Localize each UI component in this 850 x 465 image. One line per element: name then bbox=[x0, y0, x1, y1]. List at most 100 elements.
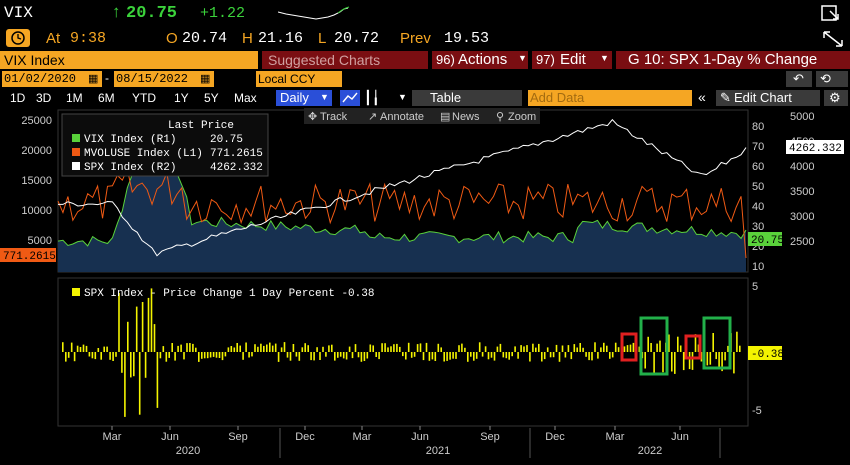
change-bar bbox=[79, 347, 82, 352]
security-name: VIX Index bbox=[4, 52, 65, 68]
left-axis-tick: 15000 bbox=[21, 175, 52, 187]
annotate-icon[interactable]: ↗ bbox=[368, 111, 377, 123]
edit-chart-button[interactable]: ✎ Edit Chart bbox=[716, 90, 820, 106]
change-bar bbox=[538, 343, 540, 352]
vix-area bbox=[58, 135, 746, 272]
gear-icon[interactable]: ⚙ bbox=[824, 90, 848, 106]
change-bar bbox=[153, 324, 156, 352]
end-date-field[interactable]: 08/15/2022 ▦ bbox=[114, 71, 214, 87]
change-bar bbox=[65, 352, 67, 362]
r1-axis-tick: 70 bbox=[752, 141, 764, 153]
change-bar bbox=[511, 352, 513, 357]
period-ytd[interactable]: YTD bbox=[132, 91, 156, 105]
change-bar bbox=[694, 334, 697, 352]
month-label: Mar bbox=[606, 431, 625, 443]
change-bar bbox=[496, 346, 499, 352]
track-icon[interactable]: ✥ bbox=[308, 111, 317, 123]
change-bar bbox=[325, 352, 327, 357]
change-bar bbox=[295, 352, 298, 357]
change-bar bbox=[611, 352, 614, 358]
change-bar bbox=[162, 346, 165, 352]
tool-annotate[interactable]: Annotate bbox=[380, 111, 424, 123]
change-bar bbox=[475, 352, 478, 359]
undo-button[interactable]: ↶ bbox=[786, 71, 812, 87]
change-bar bbox=[555, 344, 558, 352]
zoom-icon[interactable]: ⚲ bbox=[496, 111, 504, 123]
change-bar bbox=[422, 352, 425, 361]
toolbar: VIX Index Suggested Charts 96) Actions ▼… bbox=[0, 50, 850, 70]
period-5y[interactable]: 5Y bbox=[204, 91, 219, 105]
collapse-icon[interactable]: « bbox=[698, 89, 706, 105]
high-label: H bbox=[242, 30, 253, 47]
change-bar bbox=[141, 302, 144, 352]
calendar-icon[interactable]: ▦ bbox=[88, 73, 99, 85]
actions-menu[interactable]: 96) Actions ▼ bbox=[432, 51, 528, 69]
start-date-field[interactable]: 01/02/2020 ▦ bbox=[2, 71, 102, 87]
edit-menu[interactable]: 97) Edit ▼ bbox=[532, 51, 612, 69]
change-bar bbox=[70, 342, 73, 352]
period-max[interactable]: Max bbox=[234, 91, 257, 105]
change-bar bbox=[85, 345, 88, 352]
frequency-select[interactable]: Daily ▼ bbox=[276, 90, 332, 106]
currency-select[interactable]: Local CCY bbox=[256, 71, 342, 87]
legend-box bbox=[61, 113, 269, 177]
change-bar bbox=[594, 342, 596, 352]
change-bar bbox=[715, 352, 717, 360]
change-bar bbox=[609, 352, 611, 359]
change-bar bbox=[600, 347, 602, 352]
change-bar bbox=[109, 352, 111, 360]
change-bar bbox=[490, 352, 493, 358]
change-bar bbox=[94, 352, 97, 360]
legend-label-spx: SPX Index (R2) bbox=[84, 162, 176, 174]
chart-svg[interactable]: 2500020000150001000050008070605040302010… bbox=[0, 108, 850, 460]
line-chart-icon[interactable] bbox=[340, 90, 360, 106]
change-bar bbox=[168, 352, 170, 358]
news-icon[interactable]: ▤ bbox=[440, 111, 450, 123]
period-6m[interactable]: 6M bbox=[98, 91, 115, 105]
add-data-input[interactable]: Add Data bbox=[528, 90, 692, 106]
change-bar bbox=[82, 344, 85, 352]
tool-news[interactable]: News bbox=[452, 111, 480, 123]
download-icon[interactable] bbox=[820, 4, 842, 22]
period-3d[interactable]: 3D bbox=[36, 91, 52, 105]
change-bar bbox=[165, 352, 168, 362]
tool-zoom[interactable]: Zoom bbox=[508, 111, 536, 123]
calendar-icon[interactable]: ▦ bbox=[200, 73, 211, 85]
date-range-bar: 01/02/2020 ▦ - 08/15/2022 ▦ Local CCY ↶ … bbox=[0, 70, 850, 88]
change-bar bbox=[334, 352, 336, 361]
month-label: Jun bbox=[671, 431, 689, 443]
change-bar bbox=[461, 343, 463, 352]
up-arrow-icon: ↑ bbox=[112, 2, 121, 21]
change-bar bbox=[405, 352, 407, 360]
prev-value: 19.53 bbox=[444, 30, 490, 47]
expand-icon[interactable] bbox=[822, 30, 844, 48]
change-bar bbox=[532, 343, 534, 352]
suggested-charts-button[interactable]: Suggested Charts bbox=[262, 51, 428, 69]
change-bar bbox=[603, 342, 605, 352]
period-1y[interactable]: 1Y bbox=[174, 91, 189, 105]
table-button[interactable]: Table bbox=[412, 90, 522, 106]
security-field[interactable]: VIX Index bbox=[0, 51, 258, 69]
period-1d[interactable]: 1D bbox=[10, 91, 26, 105]
change-bar bbox=[623, 346, 626, 352]
chevron-down-icon[interactable]: ▼ bbox=[398, 92, 407, 102]
change-bar bbox=[384, 343, 386, 352]
month-label: Jun bbox=[411, 431, 429, 443]
change-bar bbox=[215, 352, 218, 358]
chart-area[interactable]: 25000 20000 15000 10000 5000 80 70 60 50 40 30 20 10… bbox=[0, 108, 850, 460]
tool-track[interactable]: Track bbox=[320, 111, 348, 123]
change-bar bbox=[331, 344, 333, 352]
change-bar bbox=[375, 352, 377, 357]
r1-axis-tick: 50 bbox=[752, 181, 764, 193]
change-bar bbox=[363, 352, 366, 361]
reset-button[interactable]: ⟲ bbox=[816, 71, 848, 87]
period-1m[interactable]: 1M bbox=[66, 91, 83, 105]
change-bar bbox=[203, 352, 206, 359]
change-bar bbox=[180, 344, 182, 352]
change-bar bbox=[526, 345, 528, 352]
ticker-symbol: VIX bbox=[4, 4, 33, 22]
year-label: 2022 bbox=[638, 445, 662, 457]
change-bar bbox=[103, 346, 105, 352]
bar-type-icon[interactable]: ┃╽ bbox=[364, 90, 380, 105]
change-bar bbox=[523, 346, 525, 352]
